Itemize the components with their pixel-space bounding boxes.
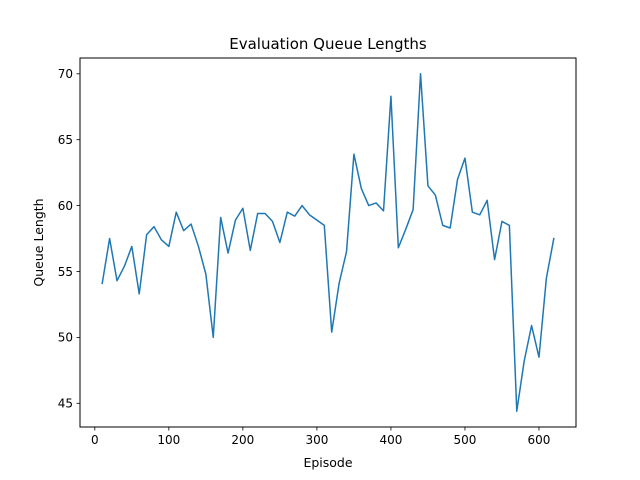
series-line-0 <box>101 73 555 412</box>
x-tick-label: 300 <box>305 433 328 447</box>
x-tick-label: 500 <box>454 433 477 447</box>
plot-frame <box>79 57 577 428</box>
chart-title: Evaluation Queue Lengths <box>229 35 427 53</box>
y-tick-label: 45 <box>58 397 73 411</box>
plot-layer <box>101 73 555 412</box>
y-tick-label: 70 <box>58 67 73 81</box>
y-tick-label: 55 <box>58 265 73 279</box>
y-axis-ticks: 45 50 55 60 65 70 <box>58 67 80 411</box>
y-axis-label: Queue Length <box>31 198 46 286</box>
x-tick-label: 0 <box>91 433 99 447</box>
x-axis-ticks: 0 100 200 300 400 500 600 <box>91 427 550 447</box>
x-tick-label: 600 <box>528 433 551 447</box>
y-tick-label: 65 <box>58 133 73 147</box>
x-tick-label: 400 <box>379 433 402 447</box>
y-tick-label: 60 <box>58 199 73 213</box>
x-axis-label: Episode <box>303 455 352 470</box>
x-tick-label: 100 <box>157 433 180 447</box>
x-tick-label: 200 <box>231 433 254 447</box>
y-tick-label: 50 <box>58 331 73 345</box>
